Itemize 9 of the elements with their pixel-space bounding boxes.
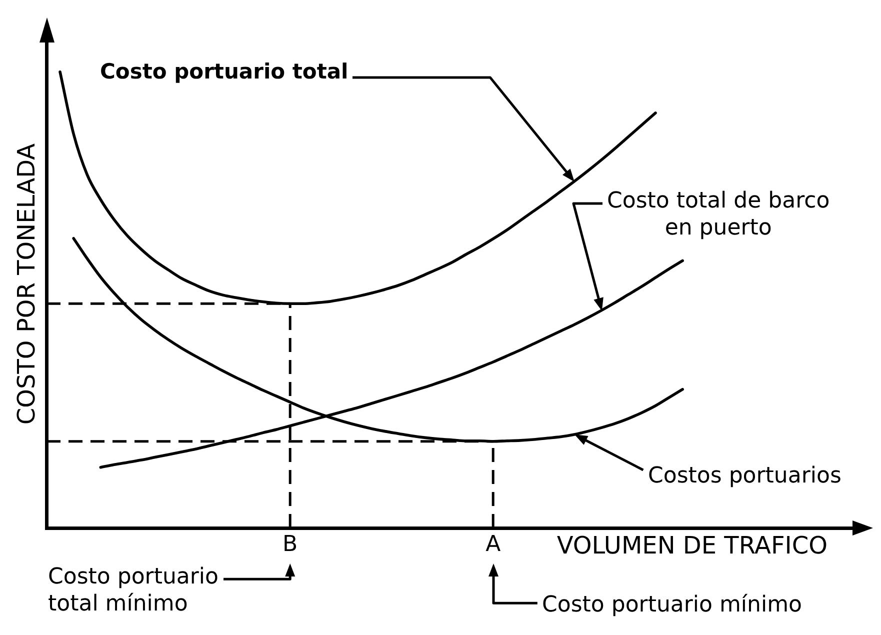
series-label: Costo portuario total [100,59,348,84]
y-axis-title: COSTO POR TONELADA [12,142,40,425]
x-axis-title: VOLUMEN DE TRAFICO [556,531,828,560]
x-tick-label: B [282,532,298,557]
x-tick-label: A [486,532,501,557]
text: Costo portuario total mínimo [48,564,218,617]
text: Costo total de barco en puerto [607,188,830,241]
text: Costos portuarios [648,464,842,489]
text: Costo portuario mínimo [542,592,802,618]
